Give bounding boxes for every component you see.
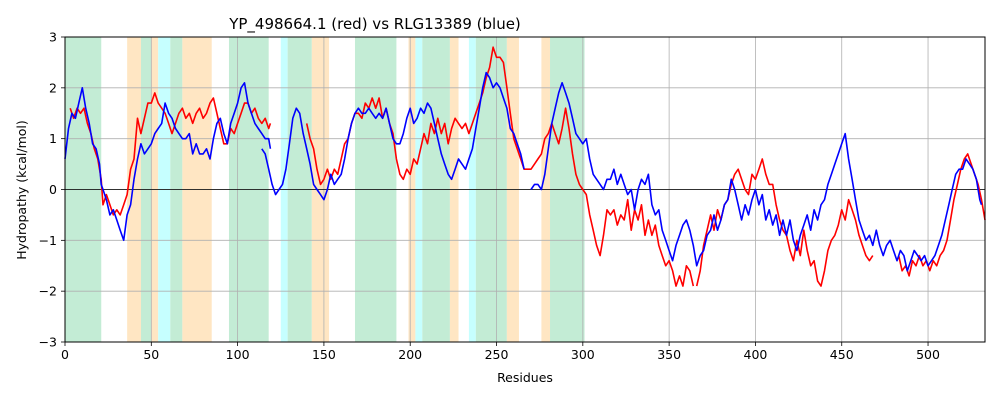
y-tick-label: 2 [49, 80, 57, 95]
x-tick-label: 400 [744, 347, 768, 362]
chart-title: YP_498664.1 (red) vs RLG13389 (blue) [228, 15, 521, 34]
x-tick-label: 350 [657, 347, 681, 362]
x-tick-label: 100 [226, 347, 250, 362]
x-tick-label: 0 [61, 347, 69, 362]
series-lines [64, 46, 986, 287]
series-blue [64, 71, 983, 272]
y-tick-label: 3 [49, 30, 57, 45]
x-axis-ticks: 0 50 100 150 200 250 300 350 400 450 500 [61, 342, 940, 362]
x-tick-label: 250 [485, 347, 509, 362]
x-tick-label: 150 [312, 347, 336, 362]
x-tick-label: 200 [398, 347, 422, 362]
y-tick-label: 0 [49, 182, 57, 197]
y-tick-label: −2 [39, 284, 57, 299]
x-tick-label: 50 [143, 347, 159, 362]
x-axis-label: Residues [497, 370, 553, 385]
series-line-blue [530, 82, 983, 272]
y-axis-label: Hydropathy (kcal/mol) [14, 120, 29, 260]
y-axis-ticks: −3 −2 −1 0 1 2 3 [39, 30, 65, 350]
y-tick-label: −3 [39, 335, 57, 350]
x-tick-label: 500 [916, 347, 940, 362]
series-line-red [69, 92, 272, 216]
y-tick-label: −1 [39, 233, 57, 248]
y-tick-label: 1 [49, 131, 57, 146]
x-tick-label: 450 [830, 347, 854, 362]
series-line-red [305, 46, 695, 287]
series-line-blue [64, 82, 272, 242]
series-line-red [897, 153, 986, 277]
x-tick-label: 300 [571, 347, 595, 362]
series-line-blue [261, 71, 525, 201]
